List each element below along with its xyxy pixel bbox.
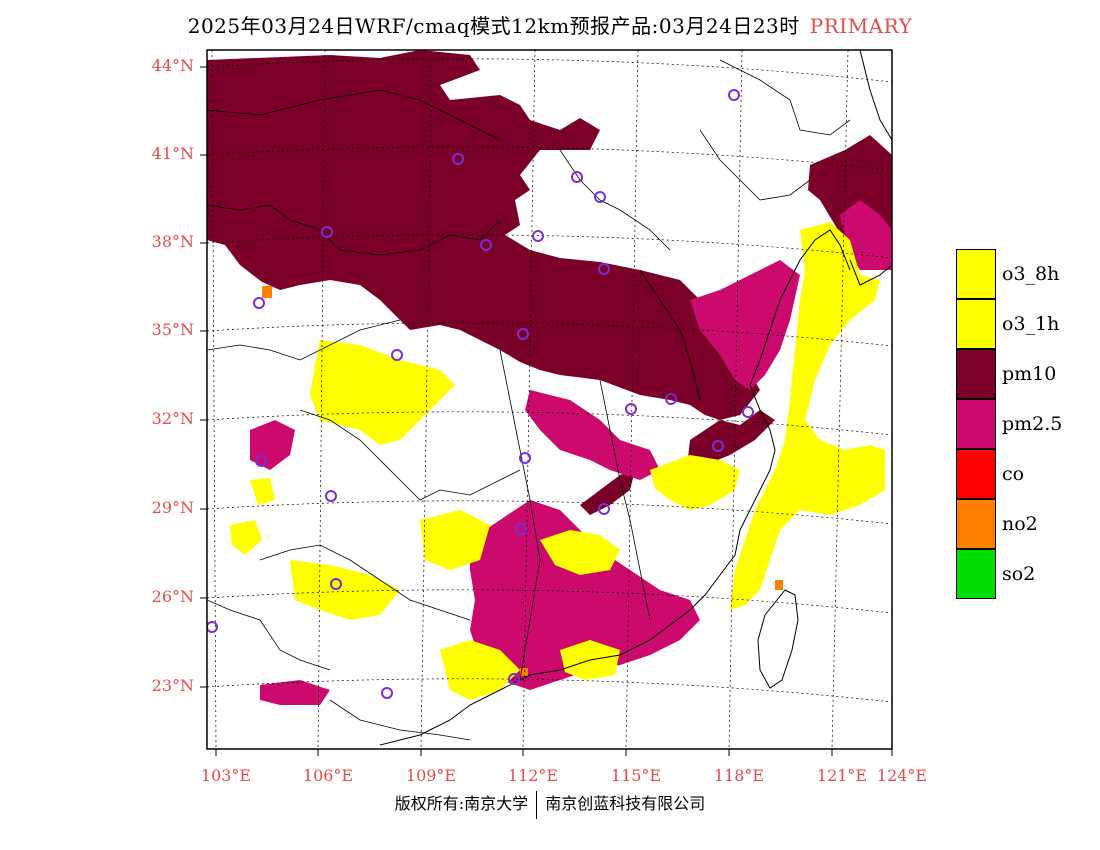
lat-label-32: 32°N bbox=[151, 409, 194, 428]
no2-patch-south bbox=[520, 668, 528, 676]
legend-item-pm25: pm2.5 bbox=[956, 399, 1076, 449]
coastline bbox=[379, 229, 851, 746]
title-tag: PRIMARY bbox=[809, 14, 913, 38]
lon-label-115: 115°E bbox=[610, 766, 662, 785]
legend-label-pm10: pm10 bbox=[1002, 363, 1057, 385]
o3-region-south-3 bbox=[540, 530, 620, 575]
legend-swatch-pm25 bbox=[956, 399, 996, 449]
legend-swatch-o3-1h bbox=[956, 299, 996, 349]
pm25-region-south bbox=[470, 500, 700, 690]
o3-region-southwest-small bbox=[230, 520, 262, 555]
legend-swatch-pm10 bbox=[956, 349, 996, 399]
o3-region-south-2 bbox=[420, 510, 490, 570]
province-borders bbox=[207, 59, 851, 741]
footer-right: 南京创蓝科技有限公司 bbox=[545, 794, 706, 813]
no2-patch-coast bbox=[775, 580, 783, 590]
map-title: 2025年03月24日WRF/cmaq模式12km预报产品:03月24日23时 P… bbox=[0, 10, 1100, 39]
legend-swatch-no2 bbox=[956, 499, 996, 549]
pm25-region-central bbox=[525, 390, 660, 480]
legend-label-pm25: pm2.5 bbox=[1002, 413, 1063, 435]
legend-item-pm10: pm10 bbox=[956, 349, 1076, 399]
lat-label-38: 38°N bbox=[151, 232, 194, 251]
legend-swatch-so2 bbox=[956, 549, 996, 599]
taiwan-outline bbox=[757, 589, 799, 689]
legend-label-no2: no2 bbox=[1002, 513, 1038, 535]
o3-region-west-small bbox=[250, 478, 275, 505]
lat-label-35: 35°N bbox=[151, 320, 194, 339]
pm10-yangtze-patch bbox=[580, 470, 635, 515]
o3-region-east-sea bbox=[730, 222, 885, 610]
legend-label-so2: so2 bbox=[1002, 563, 1036, 585]
map-frame bbox=[206, 49, 893, 750]
legend-label-o3-8h: o3_8h bbox=[1002, 263, 1060, 285]
legend-swatch-co bbox=[956, 449, 996, 499]
title-main: 2025年03月24日WRF/cmaq模式12km预报产品:03月24日23时 bbox=[187, 14, 800, 38]
lon-label-112: 112°E bbox=[507, 766, 559, 785]
lon-label-121: 121°E bbox=[816, 766, 868, 785]
lon-label-106: 106°E bbox=[302, 766, 354, 785]
legend-item-o3-1h: o3_1h bbox=[956, 299, 1076, 349]
copyright-footer: 版权所有:南京大学 南京创蓝科技有限公司 bbox=[0, 790, 1100, 819]
korea-outline bbox=[849, 50, 892, 286]
pm25-region-west bbox=[250, 420, 295, 470]
o3-region-central-west bbox=[310, 340, 455, 445]
footer-left: 版权所有:南京大学 bbox=[394, 794, 529, 813]
pm25-region-southwest bbox=[260, 680, 330, 705]
lon-label-109: 109°E bbox=[405, 766, 457, 785]
legend-item-o3-8h: o3_8h bbox=[956, 249, 1076, 299]
o3-region-east-central bbox=[650, 455, 740, 510]
axis-ticks bbox=[200, 66, 893, 756]
pm10-coastal-strip bbox=[688, 410, 775, 465]
o3-region-south-4 bbox=[440, 640, 520, 700]
lon-label-124: 124°E bbox=[876, 766, 928, 785]
pollutant-legend: o3_8h o3_1h pm10 pm2.5 co no2 so2 bbox=[956, 249, 1076, 599]
legend-label-co: co bbox=[1002, 463, 1025, 485]
legend-label-o3-1h: o3_1h bbox=[1002, 313, 1060, 335]
lat-label-44: 44°N bbox=[151, 56, 194, 75]
legend-item-so2: so2 bbox=[956, 549, 1076, 599]
pm25-region-coastal-north bbox=[690, 260, 800, 390]
no2-patch-west bbox=[262, 286, 272, 298]
graticule bbox=[207, 50, 892, 749]
station-markers bbox=[207, 89, 754, 699]
lat-label-29: 29°N bbox=[151, 498, 194, 517]
o3-region-south-1 bbox=[290, 560, 400, 620]
lat-label-41: 41°N bbox=[151, 144, 194, 163]
legend-item-no2: no2 bbox=[956, 499, 1076, 549]
legend-swatch-o3-8h bbox=[956, 249, 996, 299]
lon-label-103: 103°E bbox=[200, 766, 252, 785]
legend-item-co: co bbox=[956, 449, 1076, 499]
lat-label-26: 26°N bbox=[151, 587, 194, 606]
footer-separator bbox=[536, 790, 538, 819]
lon-label-118: 118°E bbox=[713, 766, 765, 785]
lat-label-23: 23°N bbox=[151, 676, 194, 695]
